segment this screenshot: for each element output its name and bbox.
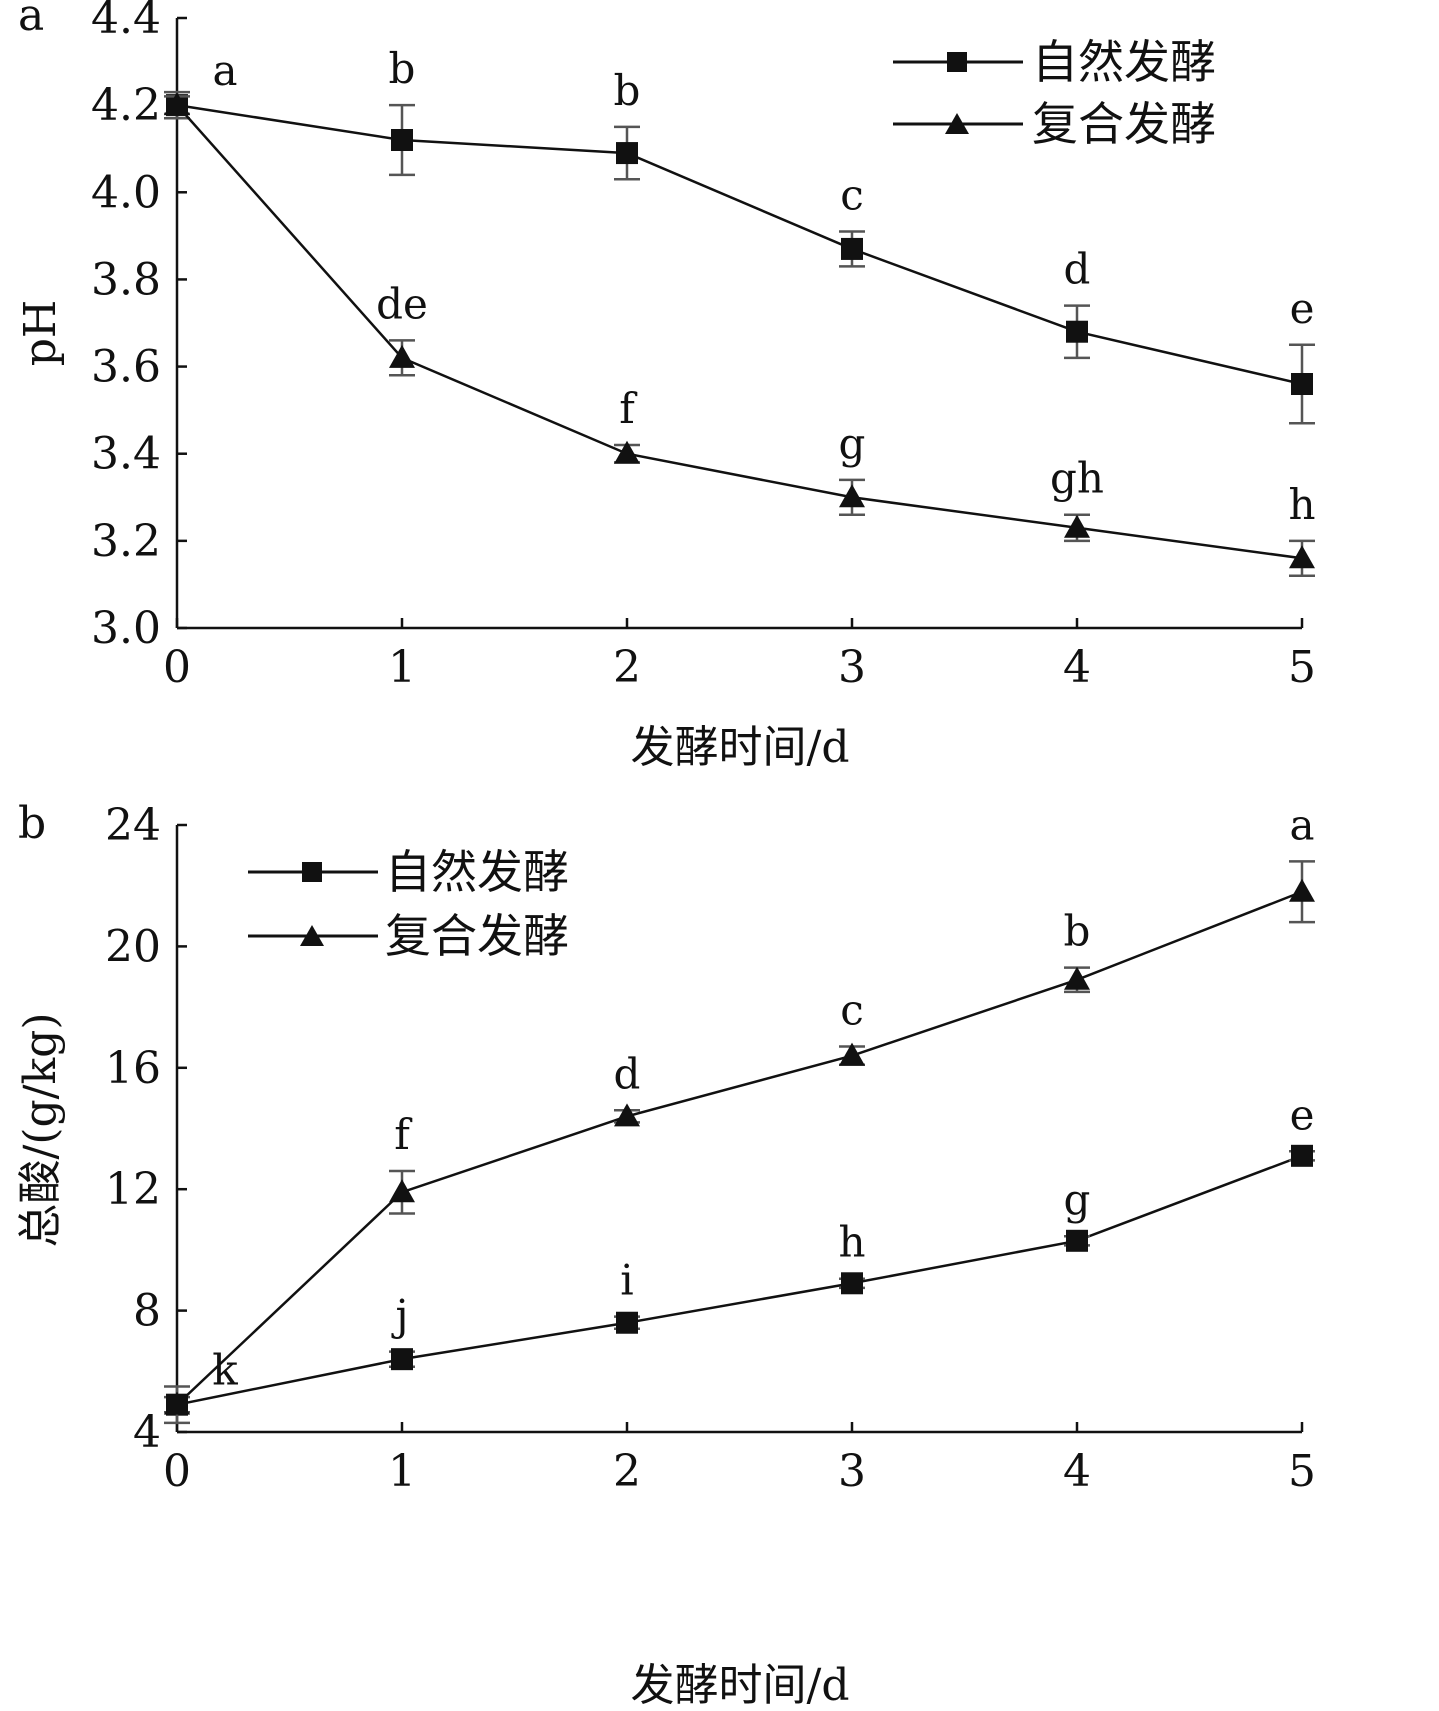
panel-b-x-tick-label: 3 [838,1446,866,1497]
panel-b-x-tick-label: 5 [1288,1446,1316,1497]
panel-b-y-tick-label: 8 [133,1286,161,1337]
panel-b-series-composite-point [839,1042,865,1066]
panel-a-legend-composite-label: 复合发酵 [1032,97,1216,151]
panel-b-legend-natural-label: 自然发酵 [385,845,569,899]
panel-a-y-tick-label: 3.6 [91,342,161,393]
panel-b-series-natural-point [1066,1229,1088,1252]
panel-a-series-composite-significance-letter: g [839,419,866,468]
panel-b-series-composite-point [1064,966,1090,990]
legend-triangle-marker [300,925,324,946]
panel-a-y-tick-label: 3.2 [91,516,161,567]
panel-a-series-composite-line [176,104,1303,560]
panel-b-series-composite-significance-letter: d [614,1049,641,1098]
panel-a-series-natural-significance-letter: e [1290,284,1315,333]
panel-b-label: b [18,798,46,849]
panel-a-series-composite-significance-letter: f [619,384,638,433]
panel-b-y-tick-label: 20 [105,921,161,972]
legend-triangle-marker [945,113,969,134]
panel-a-series-composite-significance-letter: h [1288,480,1315,529]
panel-a-x-tick-label: 1 [388,642,416,693]
panel-a-x-tick-label: 3 [838,642,866,693]
legend-square-marker [947,52,967,72]
panel-a-ph-chart: a pH 发酵时间/d 3.0 3.2 3.4 3.6 3.8 4.0 4.2 4.4 0 1 2 3… [15,0,1316,773]
panel-a-y-tick-label: 3.8 [91,254,161,305]
panel-b-y-tick-label: 24 [105,800,161,851]
panel-a-label: a [18,0,44,41]
panel-a-y-tick-label: 4.0 [91,167,161,218]
panel-b-series-natural-significance-letter: e [1290,1090,1315,1139]
panel-a-series-natural-significance-letter: a [212,46,237,95]
panel-a-series-natural-significance-letter: b [614,66,641,115]
panel-b-series-natural-line [176,1154,1303,1406]
panel-a-series-composite-point [164,92,190,116]
legend-square-marker [302,862,322,882]
panel-a-x-tick-label: 5 [1288,642,1316,693]
panel-a-series-natural-significance-letter: b [389,44,416,93]
panel-b-series-natural-significance-letter: g [1064,1175,1091,1224]
panel-a-series-composite-point [389,344,415,368]
panel-b-series-composite-significance-letter: a [1289,800,1314,849]
panel-b-series-composite-line [176,890,1303,1406]
panel-a-y-axis-label: pH [15,300,66,367]
panel-b-series-natural-significance-letter: i [620,1256,633,1305]
panel-b-x-tick-label: 4 [1063,1446,1091,1497]
panel-a-x-tick-label: 2 [613,642,641,693]
panel-b-series-composite-significance-letter: b [1064,907,1091,956]
panel-b-y-tick-label: 16 [105,1043,161,1094]
panel-b-x-tick-label: 2 [613,1446,641,1497]
panel-a-series-composite-significance-letter: de [376,279,428,328]
panel-b-series-composite-significance-letter: c [840,986,864,1035]
panel-a-series-natural-significance-letter: c [840,171,864,220]
panel-b-series-natural-significance-letter: h [838,1218,865,1267]
panel-b-x-axis-label: 发酵时间/d [631,1660,850,1711]
panel-b-x-tick-label: 0 [163,1446,191,1497]
panel-a-y-tick-label: 4.2 [91,80,161,131]
panel-a-series-natural-point [841,237,863,260]
panel-a-legend-natural-label: 自然发酵 [1032,35,1216,89]
panel-b-series-natural-significance-letter: j [390,1291,408,1340]
panel-a-series-natural-point [616,142,638,165]
panel-a-plot-area: 3.03.23.43.63.84.04.24.40 1 2 3 4 5a b bcdedefg… [91,0,1316,693]
panel-b-legend-composite-label: 复合发酵 [385,909,569,963]
panel-b-y-axis-label: 总酸/(g/kg) [15,1013,66,1248]
panel-a-series-natural-line [176,103,1303,386]
panel-b-series-natural-point [1291,1144,1313,1167]
panel-b-y-tick-label: 4 [133,1407,161,1458]
panel-a-series-composite-point [1289,545,1315,569]
panel-b-series-natural-point [841,1272,863,1295]
panel-a-series-composite-point [839,484,865,508]
panel-a-x-axis-label: 发酵时间/d [631,722,850,773]
panel-a-legend: 自然发酵 复合发酵 [893,35,1216,151]
panel-a-y-tick-label: 3.4 [91,429,161,480]
panel-b-y-tick-label: 12 [105,1164,161,1215]
panel-b-series-composite-point [164,1391,190,1415]
panel-b-series-composite-significance-letter: f [394,1110,413,1159]
panel-a-series-natural-point [1066,320,1088,343]
panel-a-series-natural-point [391,129,413,151]
panel-b-series-natural-point [616,1311,638,1334]
panel-a-x-tick-label: 0 [163,642,191,693]
panel-a-y-tick-label: 4.4 [91,0,161,44]
panel-a-series-natural-significance-letter: d [1064,245,1091,294]
panel-a-series-natural-point [1291,373,1313,395]
panel-a-y-tick-label: 3.0 [91,603,161,654]
panel-a-series-composite-point [614,440,640,464]
panel-a-series-composite-significance-letter: gh [1050,454,1104,503]
panel-b-series-natural-point [391,1348,413,1371]
panel-b-series-composite-point [389,1179,415,1203]
panel-a-x-tick-label: 4 [1063,642,1091,693]
panel-b-series-composite-point [614,1103,640,1127]
panel-b-series-composite-point [1289,878,1315,902]
panel-b-legend: 自然发酵 复合发酵 [248,845,569,963]
panel-b-series-natural-significance-letter: k [212,1346,238,1395]
panel-b-x-tick-label: 1 [388,1446,416,1497]
panel-a-series-composite-point [1064,514,1090,538]
